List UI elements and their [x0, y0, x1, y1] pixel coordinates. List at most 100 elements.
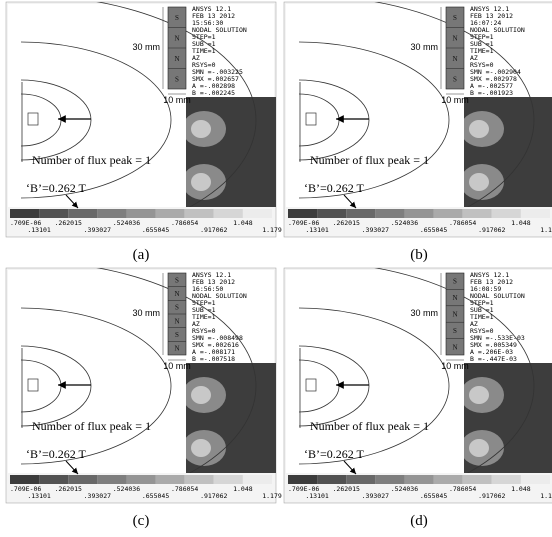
- magnet-pole: N: [452, 294, 457, 302]
- colorbar-label: 1.048: [511, 485, 531, 493]
- flux-peak: Number of flux peak = 1: [310, 153, 429, 167]
- figure: SNNS30 mm10 mmANSYS 12.1FEB 13 201215:56…: [0, 0, 552, 537]
- magnet-pole: S: [453, 75, 457, 83]
- magnet-pole: N: [452, 311, 457, 319]
- colorbar-label: .262015: [55, 219, 82, 227]
- colorbar-label: .13101: [27, 226, 51, 234]
- caption: (d): [410, 513, 428, 529]
- plot-area: [286, 4, 464, 207]
- colorbar-segment: [156, 209, 185, 218]
- colorbar-segment: [463, 209, 492, 218]
- height-label: 30 mm: [410, 308, 438, 318]
- colorbar-label: .655045: [420, 226, 447, 234]
- colorbar-label: .786054: [449, 485, 476, 493]
- b-value: ‘B’=0.262 T: [304, 447, 365, 461]
- colorbar-segment: [492, 475, 521, 484]
- colorbar-segment: [375, 475, 404, 484]
- magnet-pole: N: [452, 55, 457, 63]
- ansys-info: B =-.447E-03: [470, 355, 517, 363]
- colorbar-segment: [346, 475, 375, 484]
- flux-peak: Number of flux peak = 1: [32, 419, 151, 433]
- colorbar-label: .524036: [113, 219, 140, 227]
- magnet-pole: N: [452, 34, 457, 42]
- colorbar-segment: [288, 209, 317, 218]
- colorbar-segment: [492, 209, 521, 218]
- caption: (a): [133, 247, 150, 263]
- plot-area: [286, 270, 464, 473]
- colorbar-segment: [39, 475, 68, 484]
- width-label: 10 mm: [163, 361, 191, 371]
- width-label: 10 mm: [441, 361, 469, 371]
- panel: SNNS30 mm10 mmANSYS 12.1FEB 13 201215:56…: [6, 0, 282, 263]
- colorbar-label: 1.048: [233, 219, 253, 227]
- magnet-pole: S: [175, 276, 179, 284]
- colorbar-label: .917062: [200, 492, 227, 500]
- magnet-pole: N: [174, 345, 179, 353]
- magnet-pole: N: [174, 55, 179, 63]
- plot-area: [8, 4, 186, 207]
- colorbar-segment: [97, 209, 126, 218]
- colorbar-segment: [317, 209, 346, 218]
- colorbar-label: .917062: [478, 492, 505, 500]
- colorbar-label: 1.179: [540, 492, 552, 500]
- colorbar-segment: [288, 475, 317, 484]
- colorbar-label: .262015: [333, 485, 360, 493]
- colorbar-label: .393027: [84, 226, 111, 234]
- colorbar-segment: [434, 475, 463, 484]
- magnet-pole: S: [175, 75, 179, 83]
- colorbar-label: .917062: [200, 226, 227, 234]
- colorbar-label: .786054: [171, 485, 198, 493]
- caption: (c): [133, 513, 150, 529]
- magnet-pole: N: [174, 34, 179, 42]
- colorbar-label: 1.179: [262, 226, 282, 234]
- flux-peak: Number of flux peak = 1: [32, 153, 151, 167]
- magnet-pole: S: [175, 304, 179, 312]
- colorbar-segment: [97, 475, 126, 484]
- colorbar-label: .524036: [391, 219, 418, 227]
- magnet-pole: S: [453, 327, 457, 335]
- magnet-pole: N: [452, 343, 457, 351]
- b-value: ‘B’=0.262 T: [26, 181, 87, 195]
- colorbar-segment: [243, 475, 272, 484]
- colorbar-segment: [156, 475, 185, 484]
- colorbar-segment: [214, 475, 243, 484]
- colorbar-segment: [68, 209, 97, 218]
- colorbar-label: .655045: [142, 226, 169, 234]
- colorbar-segment: [317, 475, 346, 484]
- magnet-pole: S: [453, 278, 457, 286]
- magnet-pole: S: [453, 14, 457, 22]
- colorbar-segment: [185, 475, 214, 484]
- b-value: ‘B’=0.262 T: [26, 447, 87, 461]
- height-label: 30 mm: [132, 308, 160, 318]
- colorbar-segment: [126, 209, 155, 218]
- colorbar-segment: [434, 209, 463, 218]
- caption: (b): [410, 247, 428, 263]
- colorbar-label: .262015: [55, 485, 82, 493]
- b-value: ‘B’=0.262 T: [304, 181, 365, 195]
- colorbar-label: .786054: [171, 219, 198, 227]
- colorbar-label: .524036: [391, 485, 418, 493]
- field-blob: [469, 173, 489, 191]
- magnet-pole: S: [175, 331, 179, 339]
- ansys-info: B =-.007518: [192, 355, 235, 363]
- colorbar-segment: [68, 475, 97, 484]
- colorbar-segment: [126, 475, 155, 484]
- magnet-pole: S: [175, 14, 179, 22]
- field-blob: [191, 386, 211, 404]
- height-label: 30 mm: [410, 42, 438, 52]
- colorbar-label: 1.179: [262, 492, 282, 500]
- colorbar-label: .655045: [142, 492, 169, 500]
- colorbar-segment: [404, 475, 433, 484]
- colorbar-segment: [404, 209, 433, 218]
- ansys-info: B =-.001923: [470, 89, 513, 97]
- colorbar-label: 1.048: [511, 219, 531, 227]
- colorbar-segment: [214, 209, 243, 218]
- height-label: 30 mm: [132, 42, 160, 52]
- colorbar-label: .393027: [84, 492, 111, 500]
- magnet-pole: N: [174, 290, 179, 298]
- plot-area: [8, 270, 186, 473]
- field-blob: [469, 386, 489, 404]
- colorbar-label: .393027: [362, 226, 389, 234]
